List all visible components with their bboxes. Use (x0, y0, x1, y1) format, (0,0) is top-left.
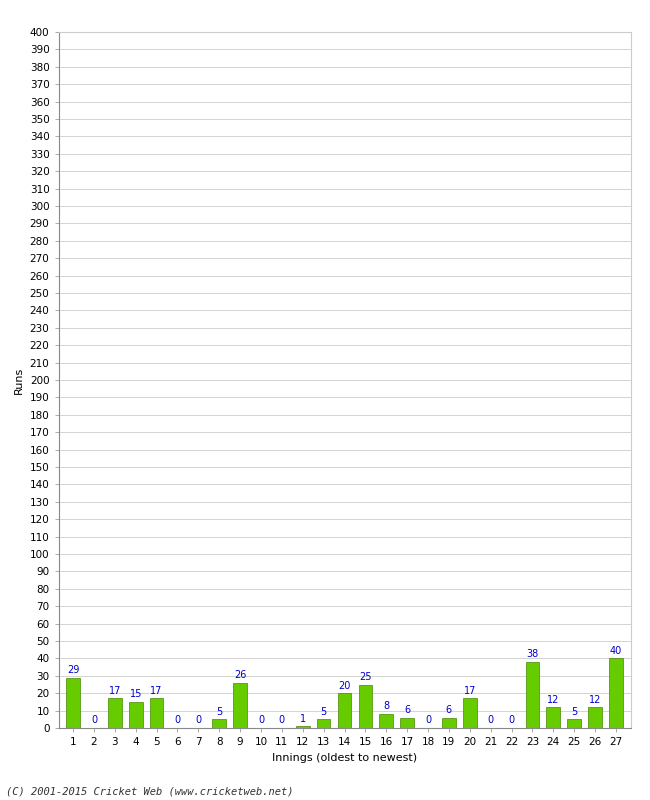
Text: 0: 0 (195, 715, 202, 726)
Text: 12: 12 (547, 694, 560, 705)
X-axis label: Innings (oldest to newest): Innings (oldest to newest) (272, 753, 417, 762)
Bar (317, 719, 330, 728)
Text: 0: 0 (258, 715, 264, 726)
Text: (C) 2001-2015 Cricket Web (www.cricketweb.net): (C) 2001-2015 Cricket Web (www.cricketwe… (6, 786, 294, 796)
Text: 40: 40 (610, 646, 622, 656)
Bar (129, 702, 142, 728)
Text: 6: 6 (404, 705, 410, 715)
Bar (463, 698, 476, 728)
Text: 8: 8 (384, 702, 389, 711)
Text: 17: 17 (109, 686, 121, 696)
Text: 1: 1 (300, 714, 306, 724)
Bar (359, 685, 372, 728)
Bar (547, 707, 560, 728)
Bar (66, 678, 80, 728)
Bar (338, 693, 351, 728)
Bar (296, 726, 309, 728)
Text: 12: 12 (589, 694, 601, 705)
Bar (609, 658, 623, 728)
Bar (588, 707, 602, 728)
Text: 0: 0 (279, 715, 285, 726)
Bar (233, 682, 247, 728)
Text: 38: 38 (526, 650, 538, 659)
Text: 20: 20 (338, 681, 351, 690)
Text: 26: 26 (234, 670, 246, 680)
Text: 0: 0 (508, 715, 515, 726)
Text: 17: 17 (150, 686, 162, 696)
Text: 25: 25 (359, 672, 372, 682)
Bar (400, 718, 414, 728)
Bar (213, 719, 226, 728)
Bar (567, 719, 581, 728)
Text: 17: 17 (463, 686, 476, 696)
Text: 15: 15 (129, 690, 142, 699)
Bar (442, 718, 456, 728)
Y-axis label: Runs: Runs (14, 366, 24, 394)
Text: 6: 6 (446, 705, 452, 715)
Text: 29: 29 (67, 665, 79, 675)
Text: 0: 0 (91, 715, 97, 726)
Text: 5: 5 (571, 706, 577, 717)
Text: 5: 5 (216, 706, 222, 717)
Text: 0: 0 (488, 715, 494, 726)
Text: 5: 5 (320, 706, 327, 717)
Text: 0: 0 (425, 715, 431, 726)
Bar (150, 698, 163, 728)
Bar (108, 698, 122, 728)
Text: 0: 0 (174, 715, 181, 726)
Bar (380, 714, 393, 728)
Bar (526, 662, 539, 728)
